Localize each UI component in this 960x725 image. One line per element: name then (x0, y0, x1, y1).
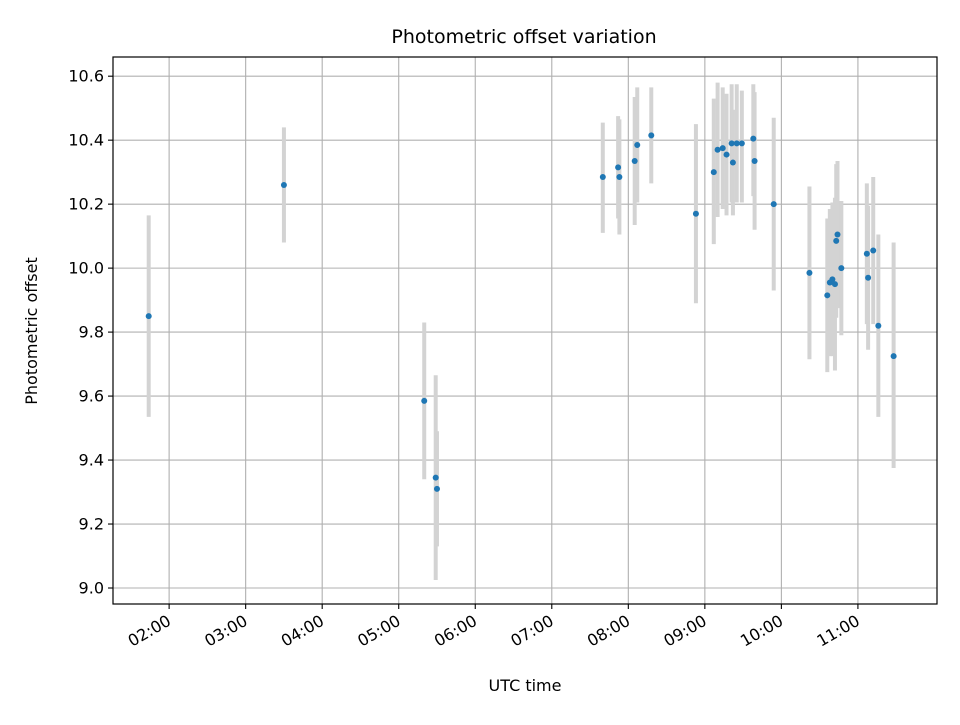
data-point (432, 474, 439, 481)
x-axis-ticks: 02:00 03:00 04:00 05:00 06:00 07:00 08:00 09:00… (125, 604, 863, 651)
x-tick-label: 05:00 (354, 611, 403, 651)
data-point (834, 231, 841, 238)
y-tick-label: 9.6 (79, 387, 104, 406)
data-point (738, 140, 745, 147)
y-tick-label: 10.4 (68, 131, 104, 150)
data-point (433, 485, 440, 492)
data-point (714, 146, 721, 153)
data-point (833, 237, 840, 244)
y-tick-label: 10.6 (68, 67, 104, 86)
data-point (751, 157, 758, 164)
data-point (890, 353, 897, 360)
data-point (631, 157, 638, 164)
data-point (421, 397, 428, 404)
x-tick-label: 11:00 (813, 611, 862, 651)
data-point (770, 201, 777, 208)
y-axis-ticks: 9.0 9.2 9.4 9.6 9.8 10.0 10.2 10.4 10.6 (68, 67, 113, 598)
x-tick-label: 06:00 (431, 611, 480, 651)
y-tick-label: 9.8 (79, 323, 104, 342)
data-point (692, 210, 699, 217)
grid-lines (113, 57, 937, 604)
data-point (875, 322, 882, 329)
chart-title: Photometric offset variation (391, 26, 656, 48)
data-point (648, 132, 655, 139)
data-point (723, 151, 730, 158)
data-point (280, 181, 287, 188)
data-point (733, 140, 740, 147)
data-point (145, 313, 152, 320)
y-axis-label: Photometric offset (22, 257, 41, 405)
x-tick-label: 10:00 (737, 611, 786, 651)
data-point (599, 173, 606, 180)
y-tick-label: 10.2 (68, 195, 104, 214)
x-tick-label: 02:00 (125, 611, 174, 651)
x-tick-label: 08:00 (584, 611, 633, 651)
data-point (829, 276, 836, 283)
x-tick-label: 03:00 (201, 611, 250, 651)
data-point (870, 247, 877, 254)
data-point (824, 292, 831, 299)
y-tick-label: 10.0 (68, 259, 104, 278)
y-tick-label: 9.2 (79, 515, 104, 534)
data-points (145, 132, 897, 492)
data-point (719, 145, 726, 152)
data-point (728, 140, 735, 147)
x-tick-label: 07:00 (507, 611, 556, 651)
data-point (838, 265, 845, 272)
x-tick-label: 09:00 (660, 611, 709, 651)
data-point (750, 135, 757, 142)
y-tick-label: 9.0 (79, 579, 104, 598)
data-point (806, 269, 813, 276)
plot-frame (112, 56, 938, 605)
data-point (865, 274, 872, 281)
x-tick-label: 04:00 (278, 611, 327, 651)
data-point (615, 164, 622, 171)
data-point (710, 169, 717, 176)
data-point (616, 173, 623, 180)
y-tick-label: 9.4 (79, 451, 104, 470)
data-point (729, 159, 736, 166)
data-point (831, 281, 838, 288)
data-point (863, 250, 870, 257)
data-point (634, 141, 641, 148)
x-axis-label: UTC time (489, 676, 562, 695)
